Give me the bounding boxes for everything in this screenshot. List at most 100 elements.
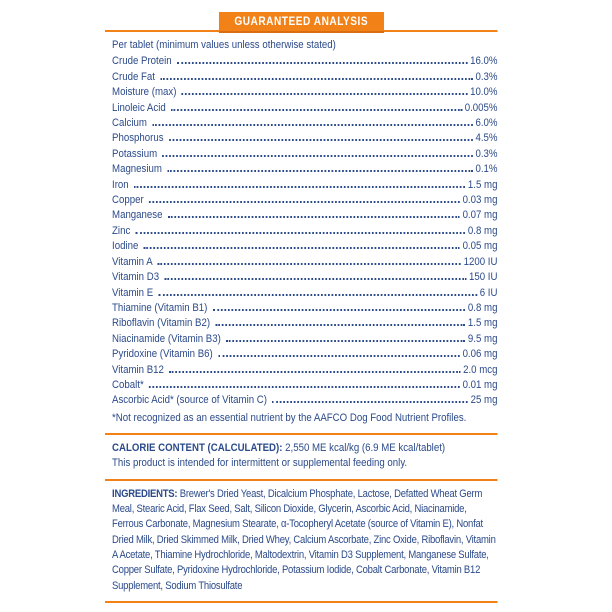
analysis-row: Vitamin B12 2.0 mcg (112, 363, 497, 378)
banner: GUARANTEED ANALYSIS (105, 12, 498, 33)
analysis-row: Moisture (max) 10.0% (112, 85, 497, 100)
nutrient-value: 0.3% (475, 70, 498, 83)
nutrient-value: 16.0% (470, 55, 498, 68)
dotted-leader (212, 308, 466, 311)
analysis-row: Riboflavin (Vitamin B2) 1.5 mg (112, 316, 497, 331)
analysis-row: Calcium 6.0% (112, 116, 497, 131)
guaranteed-analysis-banner: GUARANTEED ANALYSIS (218, 12, 384, 33)
dotted-leader (218, 355, 460, 358)
nutrient-value: 0.3% (475, 147, 498, 160)
nutrient-label: Moisture (max) (112, 86, 177, 99)
calorie-content-section: CALORIE CONTENT (CALCULATED): 2,550 ME k… (105, 441, 497, 472)
dotted-leader (167, 216, 460, 219)
analysis-row: Potassium 0.3% (112, 147, 497, 162)
nutrient-label: Crude Fat (112, 70, 155, 83)
nutrient-label: Linoleic Acid (112, 101, 166, 114)
nutrient-value: 0.8 mg (467, 301, 498, 314)
dotted-leader (160, 77, 473, 80)
nutrient-value: 2.0 mcg (463, 363, 498, 376)
bottom-rule (105, 600, 498, 603)
nutrient-label: Iodine (112, 240, 139, 253)
dotted-leader (169, 370, 461, 373)
dotted-leader (170, 108, 463, 111)
per-tablet-note: Per tablet (minimum values unless otherw… (112, 39, 336, 51)
dotted-leader (162, 154, 473, 157)
analysis-row: Vitamin D3 150 IU (112, 270, 497, 285)
nutrient-value: 0.06 mg (462, 348, 498, 361)
analysis-row: Pyridoxine (Vitamin B6) 0.06 mg (112, 347, 497, 362)
nutrient-value: 0.1% (475, 163, 498, 176)
nutrient-label: Magnesium (112, 163, 162, 176)
nutrient-value: 1.5 mg (467, 178, 498, 191)
nutrient-label: Iron (112, 178, 129, 191)
nutrient-label: Manganese (112, 209, 163, 222)
nutrient-value: 25 mg (470, 394, 498, 407)
nutrient-label: Vitamin B12 (112, 363, 164, 376)
analysis-row: Iron 1.5 mg (112, 178, 497, 193)
calorie-content-value: 2,550 ME kcal/kg (6.9 ME kcal/tablet) (285, 442, 446, 455)
dotted-leader (168, 139, 473, 142)
analysis-row: Vitamin A 1200 IU (112, 255, 497, 270)
nutrient-value: 0.8 mg (467, 224, 498, 237)
analysis-table: Crude Protein 16.0% Crude Fat 0.3% Moist… (105, 54, 497, 408)
nutrient-value: 10.0% (470, 86, 498, 99)
nutrient-value: 0.01 mg (462, 378, 498, 391)
nutrient-value: 1.5 mg (467, 317, 498, 330)
dotted-leader (143, 247, 460, 250)
nutrient-label: Potassium (112, 147, 158, 160)
nutrient-value: 0.07 mg (462, 209, 498, 222)
nutrient-value: 1200 IU (463, 255, 498, 268)
ingredients-text: Brewer's Dried Yeast, Dicalcium Phosphat… (112, 487, 496, 592)
nutrient-label: Vitamin D3 (112, 271, 160, 284)
nutrient-value: 6 IU (479, 286, 498, 299)
nutrient-label: Crude Protein (112, 55, 172, 68)
nutrient-value: 9.5 mg (467, 332, 498, 345)
divider-rule (105, 478, 498, 481)
analysis-row: Cobalt* 0.01 mg (112, 378, 497, 393)
analysis-row: Crude Protein 16.0% (112, 54, 497, 69)
analysis-row: Iodine 0.05 mg (112, 239, 497, 254)
dotted-leader (164, 278, 467, 281)
nutrient-label: Thiamine (Vitamin B1) (112, 301, 208, 314)
dotted-leader (215, 324, 466, 327)
nutrient-value: 0.005% (464, 101, 498, 114)
banner-title: GUARANTEED ANALYSIS (234, 16, 369, 28)
nutrient-label: Calcium (112, 117, 147, 130)
nutrient-value: 4.5% (475, 132, 498, 145)
analysis-row: Copper 0.03 mg (112, 193, 497, 208)
nutrient-label: Niacinamide (Vitamin B3) (112, 332, 221, 345)
nutrient-value: 0.05 mg (462, 240, 498, 253)
calorie-content-label: CALORIE CONTENT (CALCULATED): (112, 442, 283, 455)
nutrient-value: 0.03 mg (462, 194, 498, 207)
feeding-note: This product is intended for intermitten… (112, 457, 408, 470)
nutrient-label: Copper (112, 194, 144, 207)
dotted-leader (181, 93, 468, 96)
nutrient-label: Cobalt* (112, 378, 144, 391)
ingredients-label: INGREDIENTS: (112, 487, 178, 500)
dotted-leader (148, 201, 460, 204)
analysis-row: Magnesium 0.1% (112, 162, 497, 177)
dotted-leader (157, 262, 462, 265)
analysis-row: Zinc 0.8 mg (112, 224, 497, 239)
nutrient-value: 6.0% (475, 117, 498, 130)
guaranteed-analysis-label: GUARANTEED ANALYSIS Per tablet (minimum … (105, 12, 498, 609)
nutrient-label: Riboflavin (Vitamin B2) (112, 317, 211, 330)
dotted-leader (272, 401, 468, 404)
dotted-leader (152, 124, 473, 127)
ingredients-section: INGREDIENTS: Brewer's Dried Yeast, Dical… (105, 487, 497, 594)
analysis-row: Vitamin E 6 IU (112, 286, 497, 301)
analysis-row: Niacinamide (Vitamin B3) 9.5 mg (112, 332, 497, 347)
nutrient-label: Vitamin E (112, 286, 154, 299)
analysis-row: Linoleic Acid 0.005% (112, 101, 497, 116)
nutrient-label: Zinc (112, 224, 131, 237)
dotted-leader (226, 339, 466, 342)
dotted-leader (148, 385, 460, 388)
aafco-footnote: *Not recognized as an essential nutrient… (112, 411, 467, 424)
nutrient-label: Pyridoxine (Vitamin B6) (112, 348, 213, 361)
dotted-leader (133, 185, 466, 188)
dotted-leader (167, 170, 473, 173)
nutrient-value: 150 IU (468, 271, 498, 284)
analysis-row: Phosphorus 4.5% (112, 131, 497, 146)
nutrient-label: Ascorbic Acid* (source of Vitamin C) (112, 394, 267, 407)
analysis-row: Thiamine (Vitamin B1) 0.8 mg (112, 301, 497, 316)
